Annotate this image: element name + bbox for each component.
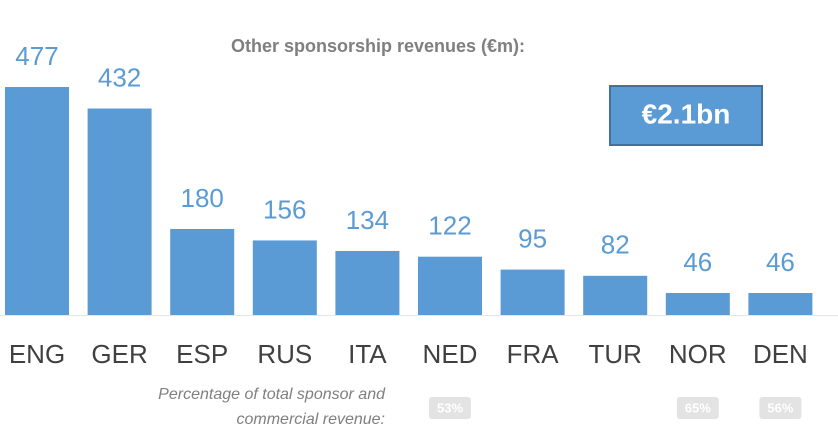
bar: [170, 228, 235, 315]
bar: [583, 275, 648, 315]
bar: [418, 256, 482, 315]
data-label: 46: [683, 247, 712, 277]
annotation-box: [609, 85, 763, 146]
bar: [665, 293, 730, 315]
x-tick-label: ITA: [348, 339, 387, 369]
data-label: 95: [518, 223, 547, 253]
bar: [500, 269, 565, 315]
chart-title: Other sponsorship revenues (€m):: [231, 36, 525, 56]
bar: [252, 240, 317, 315]
annotation: €2.1bn: [642, 98, 731, 129]
bar: [748, 293, 813, 315]
data-label: 180: [181, 183, 224, 213]
bar: [5, 87, 69, 315]
data-label: 122: [428, 211, 471, 241]
data-label: 477: [15, 41, 58, 71]
data-label: 156: [263, 194, 306, 224]
x-tick-label: RUS: [257, 339, 312, 369]
x-tick-label: TUR: [588, 339, 641, 369]
x-tick-label: ESP: [176, 339, 228, 369]
x-tick-label: ENG: [9, 339, 65, 369]
x-tick-label: NOR: [669, 339, 727, 369]
footnote: Percentage of total sponsor and: [158, 386, 386, 403]
x-tick-label: GER: [91, 339, 147, 369]
data-label: 82: [601, 230, 630, 260]
x-tick-label: DEN: [753, 339, 808, 369]
percentage-badge: [759, 397, 802, 419]
footnote: commercial revenue:: [237, 411, 386, 428]
x-tick-label: FRA: [507, 339, 560, 369]
bar: [335, 250, 400, 315]
percentage-badge: [676, 397, 719, 419]
data-label: 46: [766, 247, 795, 277]
bar: [87, 108, 152, 316]
percentage-label: 56%: [767, 400, 793, 415]
percentage-label: 65%: [685, 400, 711, 415]
x-tick-label: NED: [423, 339, 478, 369]
data-label: 134: [346, 205, 389, 235]
percentage-badge: [429, 397, 471, 419]
data-label: 432: [98, 62, 141, 92]
percentage-label: 53%: [437, 400, 463, 415]
